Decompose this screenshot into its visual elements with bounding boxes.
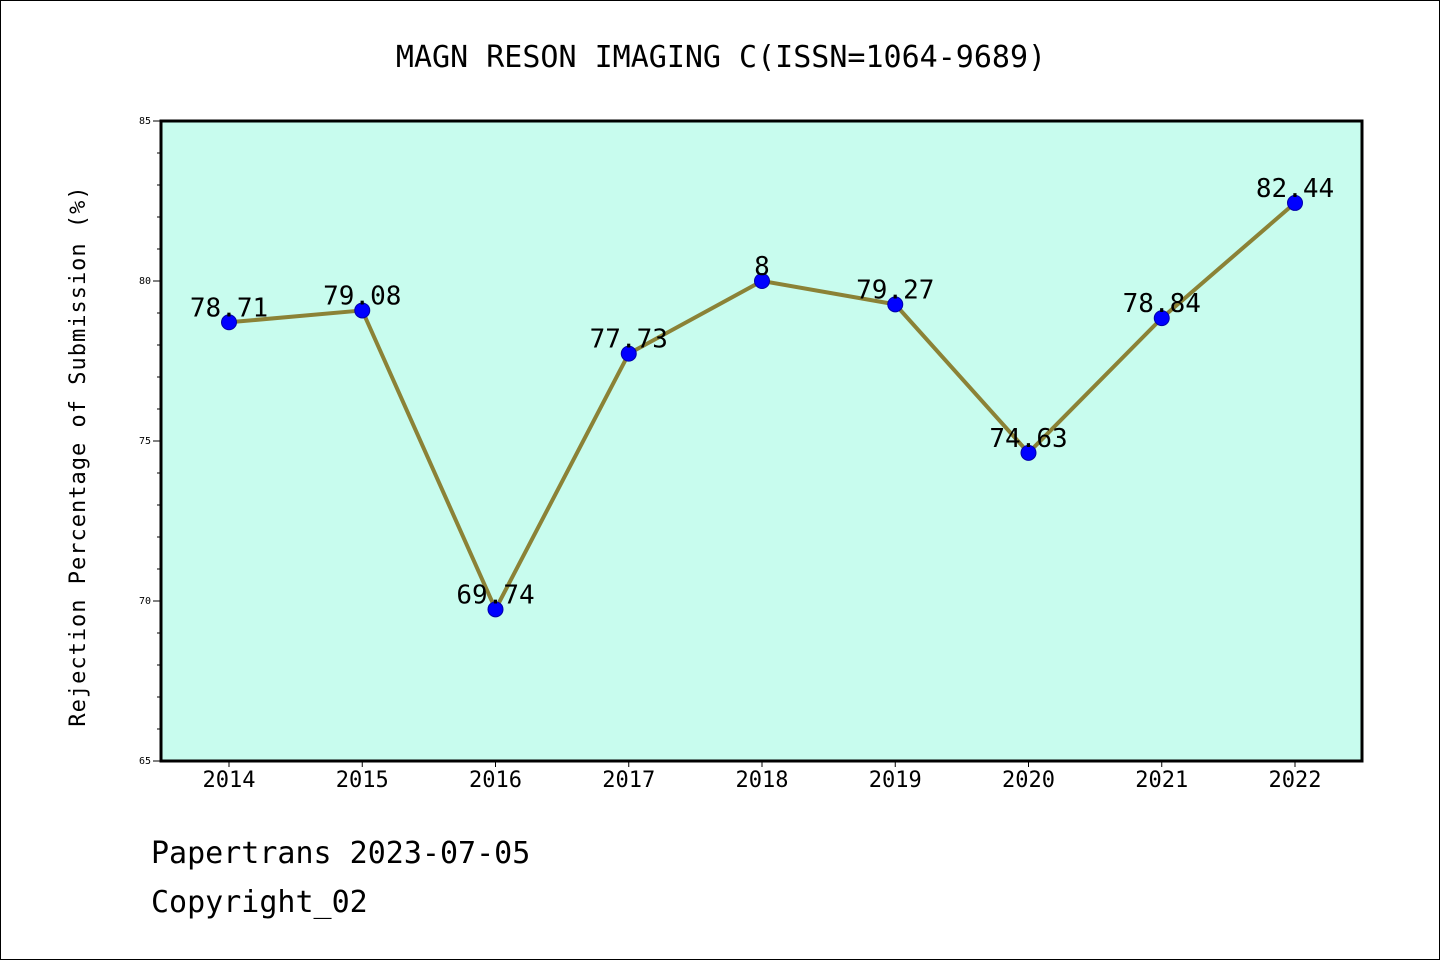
data-label: 8 [754,252,770,282]
data-label: 78.84 [1123,289,1201,319]
y-tick-label: 75 [139,436,151,447]
x-tick-label: 2021 [1135,768,1188,793]
data-labels: 78.71 79.08 69.74 77.73 8 79.27 74.63 78.84 82.4… [190,174,1334,610]
data-label: 74.63 [989,424,1067,454]
data-label: 79.08 [323,281,401,311]
data-point [887,296,904,313]
footer-date-text: Papertrans 2023-07-05 [151,836,531,871]
footer-copyright-text: Copyright_02 [151,885,368,920]
data-point [1153,310,1170,327]
data-point [754,273,770,289]
data-label: 79.27 [856,275,934,305]
data-label: 78.71 [190,293,268,323]
data-point [221,314,237,331]
plot-area [159,119,1364,763]
chart-title: MAGN RESON IMAGING C(ISSN=1064-9689) [396,40,1046,75]
y-tick-label: 85 [139,116,151,127]
x-tick-label: 2022 [1269,768,1322,793]
axis-ticks: 65 70 75 80 85 2014 2015 2016 2017 2018 2019 2020 20… [139,116,1322,793]
data-point [620,345,637,362]
data-label: 77.73 [590,325,668,355]
data-point [1287,194,1303,211]
y-tick-label: 70 [139,596,151,607]
x-tick-label: 2017 [602,768,655,793]
x-tick-label: 2018 [736,768,789,793]
data-point [487,601,504,618]
data-label: 69.74 [456,580,534,610]
data-point [1020,444,1037,461]
x-tick-label: 2016 [469,768,522,793]
data-point [354,302,371,319]
y-tick-label: 80 [139,276,151,287]
data-points [221,194,1303,618]
data-label: 82.44 [1256,174,1334,204]
x-tick-label: 2014 [203,768,256,793]
x-tick-label: 2019 [869,768,922,793]
y-axis-label: Rejection Percentage of Submission (%) [66,185,91,726]
y-tick-label: 65 [139,756,151,767]
x-tick-label: 2020 [1002,768,1055,793]
x-tick-label: 2015 [336,768,389,793]
